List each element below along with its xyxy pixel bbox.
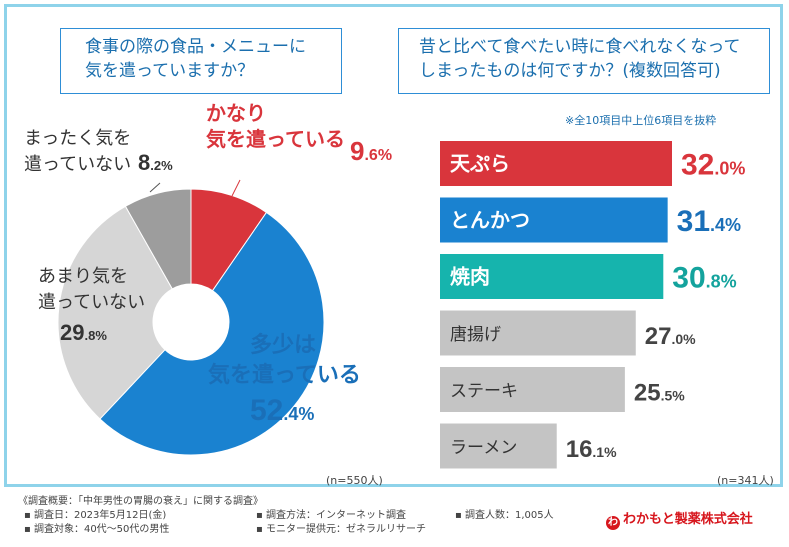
bar-5 (440, 423, 557, 469)
footer-target: ▪ 調査対象：40代〜50代の男性 (24, 524, 170, 535)
donut-label-3-line1: 遣っていない (24, 154, 131, 175)
bar-chart-note: ※全10項目中上位6項目を抜粋 (565, 114, 717, 127)
donut-label-2-line1: 遣っていない (38, 292, 145, 313)
donut-slice-3 (124, 188, 192, 290)
donut-value-2: 29.8% (60, 320, 107, 345)
footer-method: ▪ 調査方法：インターネット調査 (256, 510, 406, 521)
donut-label-1-line0: 多少は (250, 332, 316, 358)
right-question-line2: しまったものは何ですか？(複数回答可) (419, 61, 721, 81)
bar-label-2: 焼肉 (450, 265, 490, 289)
bar-value-1: 31.4% (677, 205, 741, 238)
donut-value-1: 52.4% (250, 394, 314, 427)
donut-label-1-line1: 気を遣っている (208, 362, 361, 388)
right-n-label: (n=341人) (717, 474, 774, 487)
left-question-line2: 気を遣っていますか？ (85, 61, 255, 81)
bar-2 (440, 254, 664, 299)
left-n-label: (n=550人) (326, 474, 383, 487)
right-question-box: 昔と比べて食べたい時に食べれなくなって しまったものは何ですか？(複数回答可) (398, 28, 770, 94)
footer-date: ▪ 調査日：2023年5月12日(金) (24, 510, 167, 521)
bar-value-4: 25.5% (634, 380, 685, 407)
footer-count: ▪ 調査人数：1,005人 (455, 510, 554, 521)
donut-slice-1 (99, 211, 325, 456)
donut-value-3: 8.2% (138, 150, 173, 175)
bar-value-3: 27.0% (645, 323, 696, 350)
donut-value-0: 9.6% (350, 136, 392, 166)
footer-provider: ▪ モニター提供元：ゼネラルリサーチ (256, 524, 426, 535)
leader-line-0 (231, 179, 241, 197)
bar-label-0: 天ぷら (450, 152, 510, 176)
right-question-line1: 昔と比べて食べたい時に食べれなくなって (419, 37, 741, 57)
survey-footer: 《調査概要：「中年男性の胃腸の衰え」に関する調査》 ▪ 調査日：2023年5月1… (0, 490, 789, 547)
footer-title: 《調査概要：「中年男性の胃腸の衰え」に関する調査》 (18, 496, 263, 507)
bar-label-4: ステーキ (450, 382, 518, 402)
donut-label-3-line0: まったく気を (24, 128, 131, 149)
bar-0 (440, 141, 672, 186)
donut-label-0-line0: かなり (206, 101, 266, 125)
donut-label-2-line0: あまり気を (38, 266, 128, 287)
bar-value-0: 32.0% (681, 149, 745, 182)
bar-value-5: 16.1% (566, 436, 617, 463)
bar-3 (440, 310, 636, 356)
leader-line-3 (149, 182, 161, 193)
bar-label-1: とんかつ (450, 208, 530, 232)
bar-label-3: 唐揚げ (450, 324, 501, 345)
company-name: わかもと製薬株式会社 (623, 512, 753, 527)
company-logo: わわかもと製薬株式会社 (606, 508, 753, 530)
bar-value-2: 30.8% (672, 262, 736, 295)
left-question-box: 食事の際の食品・メニューに 気を遣っていますか？ (60, 28, 342, 94)
bar-4 (440, 367, 625, 412)
left-question-line1: 食事の際の食品・メニューに (85, 37, 306, 57)
donut-slice-2 (57, 205, 173, 420)
bar-1 (440, 197, 668, 243)
donut-label-0-line1: 気を遣っている (206, 127, 345, 151)
logo-mark-icon: わ (606, 516, 620, 530)
bar-label-5: ラーメン (450, 438, 517, 458)
